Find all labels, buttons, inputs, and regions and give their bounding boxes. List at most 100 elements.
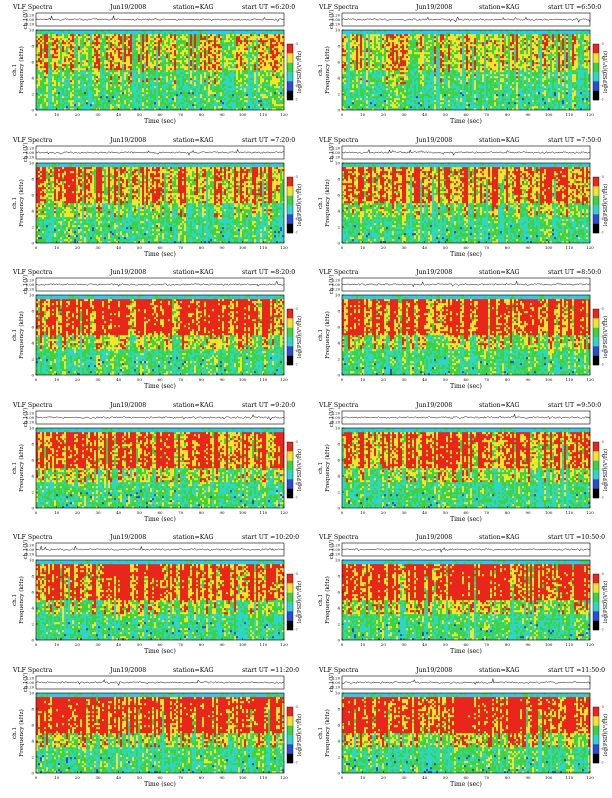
x-tick-label: 70 [484, 510, 490, 515]
x-tick-label: 30 [401, 775, 407, 780]
y-tick-label: 2 [337, 621, 340, 626]
colorbar-tick-label: -7 [601, 628, 604, 632]
x-tick-label: 30 [401, 510, 407, 515]
x-tick-label: 20 [75, 775, 81, 780]
x-tick-label: 50 [443, 377, 449, 382]
x-tick-label: 60 [463, 245, 469, 250]
x-tick-label: 90 [525, 112, 531, 117]
y-tick-label: 4 [31, 738, 34, 743]
channel-label: ch.1 [318, 64, 324, 76]
y-tick-label: 6 [31, 457, 34, 462]
frequency-axis-label: Frequency (kHz) [18, 444, 25, 492]
colorbar-label: log(PSD)(V²/Hz) [602, 448, 609, 490]
x-tick-label: 80 [505, 510, 511, 515]
frequency-axis-label: Frequency (kHz) [324, 311, 331, 359]
x-tick-label: 120 [280, 510, 288, 515]
x-tick-label: 90 [525, 510, 531, 515]
x-tick-label: 100 [239, 245, 247, 250]
x-tick-label: 10 [360, 112, 366, 117]
x-tick-label: 80 [505, 775, 511, 780]
x-tick-label: 0 [341, 775, 344, 780]
colorbar-tick-label: -3 [601, 572, 604, 576]
x-tick-label: 50 [137, 510, 143, 515]
spectrogram-heatmap [342, 428, 590, 508]
colorbar-label: log(PSD)(V²/Hz) [602, 581, 609, 623]
x-tick-label: 20 [75, 510, 81, 515]
y-tick-label: 6 [31, 722, 34, 727]
channel-label: ch.1 [12, 64, 18, 76]
y-tick-label: 6 [337, 324, 340, 329]
x-tick-label: 30 [401, 642, 407, 647]
x-tick-label: 0 [35, 377, 38, 382]
frequency-axis-label: Frequency (kHz) [324, 709, 331, 757]
x-tick-label: 30 [95, 377, 101, 382]
spectrogram-heatmap [342, 693, 590, 773]
x-tick-label: 100 [545, 775, 553, 780]
x-tick-label: 20 [75, 642, 81, 647]
frequency-axis-label: Frequency (kHz) [324, 179, 331, 227]
channel-label: ch.1 [318, 594, 324, 606]
y-tick-label: 8 [337, 176, 340, 181]
x-tick-label: 20 [381, 510, 387, 515]
x-tick-label: 90 [525, 377, 531, 382]
y-tick-label: 4 [31, 75, 34, 80]
x-tick-label: 110 [260, 510, 268, 515]
x-tick-label: 70 [178, 112, 184, 117]
x-tick-label: 40 [116, 245, 122, 250]
x-tick-label: 0 [341, 377, 344, 382]
x-tick-label: 110 [566, 510, 574, 515]
x-tick-label: 120 [586, 510, 594, 515]
x-tick-label: 10 [360, 642, 366, 647]
channel-label: ch.1 [12, 461, 18, 473]
x-tick-label: 50 [443, 642, 449, 647]
x-tick-label: 90 [219, 377, 225, 382]
y-tick-label: 6 [337, 589, 340, 594]
x-tick-label: 110 [260, 377, 268, 382]
time-axis-label: Time (sec) [450, 383, 482, 390]
x-tick-label: 70 [178, 775, 184, 780]
x-tick-label: 90 [525, 775, 531, 780]
x-tick-label: 110 [566, 112, 574, 117]
x-tick-label: 40 [422, 775, 428, 780]
x-tick-label: 60 [157, 245, 163, 250]
x-tick-label: 40 [116, 775, 122, 780]
spectrogram-heatmap [342, 163, 590, 243]
x-tick-label: 70 [178, 642, 184, 647]
x-tick-label: 50 [137, 377, 143, 382]
spectrogram-heatmap [36, 693, 284, 773]
colorbar-tick-label: -3 [295, 572, 298, 576]
x-tick-label: 70 [178, 245, 184, 250]
x-tick-label: 60 [157, 510, 163, 515]
x-tick-label: 0 [35, 112, 38, 117]
x-tick-label: 30 [95, 510, 101, 515]
x-tick-label: 110 [260, 775, 268, 780]
y-tick-label: 10 [335, 27, 341, 32]
y-tick-label: 4 [337, 75, 340, 80]
x-tick-label: 90 [219, 510, 225, 515]
time-axis-label: Time (sec) [450, 516, 482, 523]
x-tick-label: 70 [484, 775, 490, 780]
x-tick-label: 80 [199, 510, 205, 515]
x-tick-label: 0 [341, 245, 344, 250]
y-tick-label: 8 [31, 308, 34, 313]
x-tick-label: 80 [505, 112, 511, 117]
x-tick-label: 30 [401, 377, 407, 382]
x-tick-label: 110 [566, 775, 574, 780]
channel-label: ch.1 [318, 726, 324, 738]
y-tick-label: 6 [337, 59, 340, 64]
x-tick-label: 40 [422, 112, 428, 117]
y-tick-label: 4 [31, 473, 34, 478]
x-tick-label: 40 [422, 377, 428, 382]
colorbar-label: log(PSD)(V²/Hz) [296, 51, 303, 93]
